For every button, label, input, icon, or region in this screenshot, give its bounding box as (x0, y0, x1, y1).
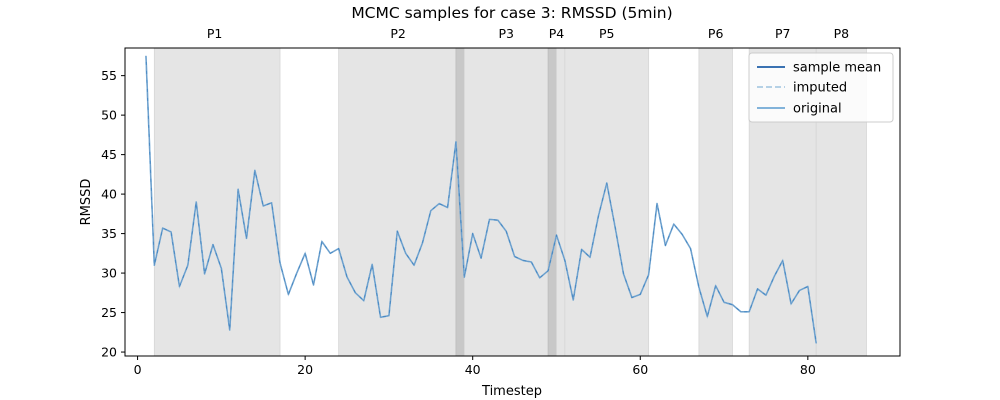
phase-labels: P1 P2 P3 P4 P5 P6 P7 P8 (207, 26, 849, 41)
y-tick-label-50: 50 (101, 108, 117, 123)
x-tick-label-0: 0 (134, 362, 142, 377)
legend-label-original: original (793, 102, 842, 117)
phase-bands (153, 47, 867, 357)
y-tick-label-25: 25 (101, 305, 117, 320)
y-tick-label-45: 45 (101, 147, 117, 162)
series-lines (145, 55, 818, 344)
y-axis-ticks: 20 25 30 35 40 45 50 55 (101, 68, 125, 360)
y-tick-label-20: 20 (101, 345, 117, 360)
y-tick-label-30: 30 (101, 266, 117, 281)
x-tick-label-80: 80 (800, 362, 816, 377)
legend-box (748, 52, 894, 123)
x-tick-label-40: 40 (465, 362, 481, 377)
phase-band-4 (547, 47, 557, 357)
phase-band-0 (153, 47, 281, 357)
phase-band-7 (698, 47, 733, 357)
y-tick-label-55: 55 (101, 68, 117, 83)
phase-band-3 (463, 47, 549, 357)
phase-band-5 (556, 47, 566, 357)
legend-label-sample-mean: sample mean (793, 61, 881, 76)
x-axis-label: Timestep (481, 384, 542, 399)
legend-label-imputed: imputed (793, 81, 847, 96)
x-tick-label-20: 20 (297, 362, 313, 377)
phase-label-p2: P2 (390, 26, 406, 41)
y-tick-label-35: 35 (101, 226, 117, 241)
phase-label-p6: P6 (708, 26, 724, 41)
legend: sample mean imputed original (748, 52, 894, 123)
phase-label-p4: P4 (549, 26, 565, 41)
phase-label-p5: P5 (599, 26, 615, 41)
y-tick-label-40: 40 (101, 187, 117, 202)
phase-label-p8: P8 (834, 26, 850, 41)
phase-label-p7: P7 (775, 26, 791, 41)
x-axis-ticks: 0 20 40 60 80 (134, 356, 816, 377)
chart-title: MCMC samples for case 3: RMSSD (5min) (351, 4, 672, 22)
phase-label-p1: P1 (207, 26, 223, 41)
phase-band-1 (338, 47, 457, 357)
phase-label-p3: P3 (498, 26, 514, 41)
plot-frame (124, 47, 901, 357)
x-tick-label-60: 60 (632, 362, 648, 377)
y-axis-label: RMSSD (79, 179, 94, 226)
series-line-sample-mean (145, 55, 817, 344)
phase-band-6 (564, 47, 650, 357)
